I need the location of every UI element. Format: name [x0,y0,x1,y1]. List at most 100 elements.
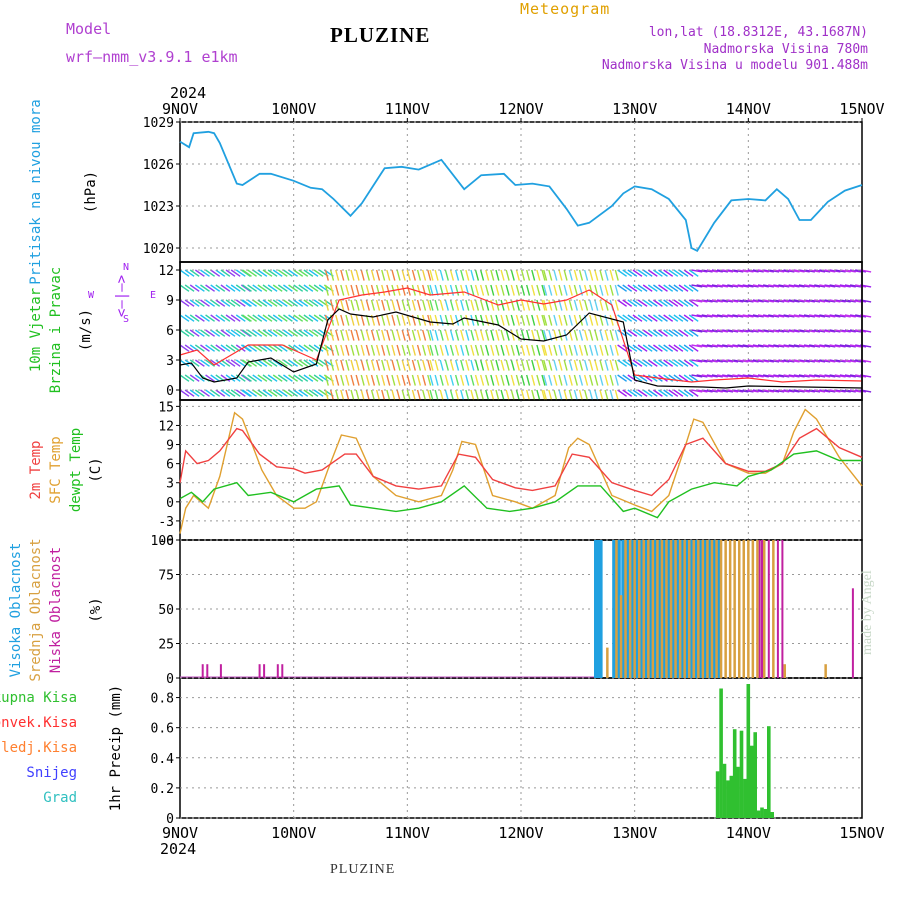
wind-barb [768,269,780,273]
wind-barb [536,269,541,281]
wind-barb [642,299,653,307]
wind-barb [401,344,406,356]
wind-barb [215,269,226,277]
wind-barb [531,269,536,281]
wind-barb [386,359,391,371]
wind-barb [257,314,268,322]
wind-barb [548,389,553,401]
wind-barb [747,299,759,303]
wind-barb [583,359,589,371]
wind-barb [663,359,674,367]
wind-barb [716,284,729,288]
wind-barb [184,329,195,337]
wind-barb [849,344,862,348]
wind-barb [427,374,432,386]
wind-barb [793,269,805,273]
wind-barb [444,344,449,356]
wind-barb [583,299,589,311]
wind-barb [355,374,360,386]
wind-barb [200,359,210,367]
wind-barb [288,269,298,277]
precip-legend-2: Zaledj.Kisa [0,740,77,756]
wind-barb [406,359,411,371]
wind-barb [543,389,548,401]
wind-barb [370,329,376,341]
wind-barb [768,314,780,318]
wind-barb [427,299,432,311]
wind-barb [200,299,210,307]
cloud-bar [619,595,623,678]
wind-barb [578,329,584,341]
wind-barb [391,314,396,326]
wind-barb [335,344,340,356]
wind-barb [637,284,648,292]
pressure-unit: (hPa) [83,171,99,213]
wind-barb [568,389,573,401]
wind-barb [757,314,769,318]
wind-barb [262,374,273,382]
wind-barb [283,314,293,322]
wind-barb [355,344,360,356]
wind-barb [599,359,604,371]
wind-barb [283,359,293,367]
wind-barb [647,269,658,277]
wind-barb [200,284,210,292]
cloud-bar [276,664,279,678]
wind-barb [783,359,795,363]
wind-barb [324,389,329,401]
wind-barb [474,389,480,401]
wind-barb [247,329,258,337]
wind-barb [303,314,314,322]
wind-barb [691,299,703,303]
wind-barb [768,299,780,303]
wind-barb [722,329,734,333]
wind-barb [277,359,288,367]
wind-barb [793,329,805,333]
wind-barb [225,389,236,397]
wind-barb [609,344,614,356]
wind-barb [324,329,329,341]
wind-barb [747,269,759,273]
wind-barb [345,314,350,326]
wind-barb [783,329,795,333]
wind-barb [658,389,668,397]
wind-barb [416,329,422,341]
ytick-label-cloud: 75 [158,569,174,584]
wind-barb [434,359,439,371]
wind-barb [819,359,831,363]
wind-barb [834,314,846,318]
wind-barb [599,344,604,356]
wind-barb [184,284,195,292]
wind-barb [824,269,836,273]
wind-barb [747,284,759,288]
wind-barb [406,299,411,311]
wind-barb [427,269,432,281]
wind-barb [722,344,734,348]
ytick-label-wind: 3 [166,354,174,369]
wind-barb [803,284,816,288]
wind-barb [396,374,401,386]
wind-barb [370,389,376,401]
wind-barb [683,344,694,352]
wind-barb [335,389,340,401]
wind-barb [762,299,775,303]
wind-barb [303,329,314,337]
wind-barb [632,284,643,292]
wind-barb [200,344,210,352]
wind-barb [242,329,252,337]
wind-barb [683,314,694,322]
wind-barb [272,314,283,322]
wind-barb [609,314,614,326]
wind-barb [752,284,764,288]
wind-barb [526,314,531,326]
wind-barb [653,299,663,307]
wind-barb [617,329,628,337]
wind-barb [439,269,444,281]
wind-barb [220,374,231,382]
wind-barb [345,359,350,371]
cloud-bar [783,664,786,678]
cloud-bar [634,540,639,678]
wind-barb [406,344,411,356]
wind-barb [230,314,241,322]
wind-barb [220,329,231,337]
